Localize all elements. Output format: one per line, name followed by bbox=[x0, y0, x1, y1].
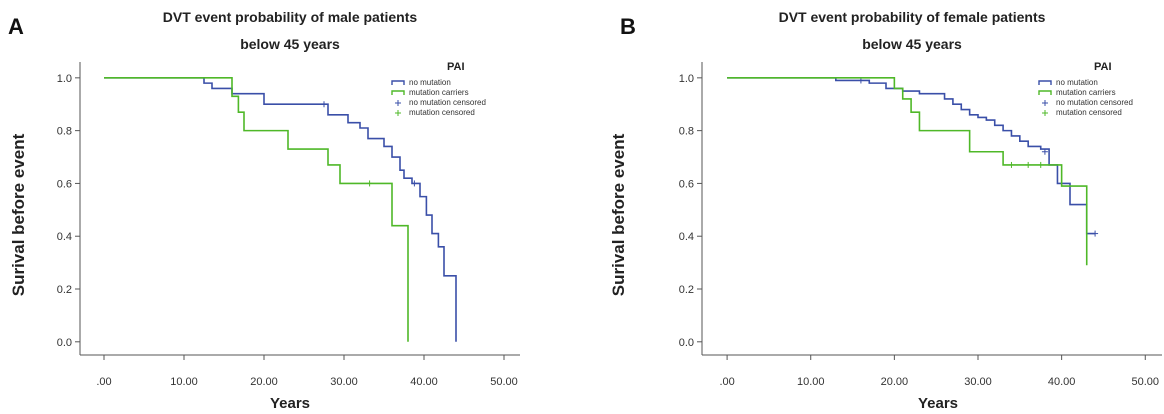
legend-label: mutation carriers bbox=[409, 88, 469, 97]
x-tick-label: 20.00 bbox=[881, 376, 909, 388]
y-tick-label: 0.8 bbox=[57, 126, 72, 138]
y-tick-label: 0.2 bbox=[57, 284, 72, 296]
x-tick-label: 50.00 bbox=[1132, 376, 1160, 388]
x-axis-label: Years bbox=[270, 395, 310, 412]
legend-label: no mutation bbox=[1056, 78, 1098, 87]
x-tick-label: .00 bbox=[96, 376, 111, 388]
y-tick-label: 0.6 bbox=[57, 178, 72, 190]
chart-subtitle: below 45 years bbox=[240, 36, 340, 52]
y-tick-label: 0.4 bbox=[679, 231, 694, 243]
chart-subtitle: below 45 years bbox=[862, 36, 962, 52]
x-tick-label: 10.00 bbox=[170, 376, 198, 388]
legend-label: no mutation censored bbox=[409, 98, 486, 107]
legend-swatch bbox=[1038, 90, 1052, 95]
legend-swatch bbox=[391, 80, 405, 85]
legend-swatch bbox=[1038, 80, 1052, 85]
series-line-no-mutation bbox=[104, 77, 457, 342]
x-tick-label: .00 bbox=[719, 376, 734, 388]
legend-label: mutation carriers bbox=[1056, 88, 1116, 97]
y-tick-label: 1.0 bbox=[679, 73, 694, 85]
y-tick-label: 0.0 bbox=[57, 337, 72, 349]
censor-mark bbox=[1037, 161, 1044, 168]
censor-mark bbox=[321, 101, 327, 108]
censor-mark bbox=[1092, 230, 1099, 237]
x-tick-label: 30.00 bbox=[964, 376, 992, 388]
x-tick-label: 10.00 bbox=[797, 376, 825, 388]
x-axis-label: Years bbox=[918, 395, 958, 412]
y-axis-label: Surival before event bbox=[9, 133, 28, 296]
y-tick-label: 0.4 bbox=[57, 231, 72, 243]
legend-label: mutation censored bbox=[409, 108, 475, 117]
y-tick-label: 0.2 bbox=[679, 284, 694, 296]
censor-mark bbox=[411, 180, 418, 187]
chart-b-svg: B DVT event probability of female patient… bbox=[609, 9, 1162, 412]
y-tick-label: 0.8 bbox=[679, 126, 694, 138]
censor-mark bbox=[366, 180, 373, 187]
series-line-mutation-carriers bbox=[104, 77, 409, 342]
legend-label: no mutation bbox=[409, 78, 451, 87]
legend-title: PAI bbox=[1094, 61, 1112, 73]
x-tick-label: 20.00 bbox=[250, 376, 278, 388]
chart-title: DVT event probability of male patients bbox=[163, 9, 418, 25]
panel-b: B DVT event probability of female patient… bbox=[582, 0, 1164, 414]
censor-mark bbox=[1041, 148, 1048, 155]
legend-title: PAI bbox=[447, 61, 465, 73]
x-tick-label: 50.00 bbox=[490, 376, 518, 388]
panel-a: A DVT event probability of male patients b… bbox=[0, 0, 580, 414]
y-tick-label: 1.0 bbox=[57, 73, 72, 85]
x-tick-label: 40.00 bbox=[1048, 376, 1076, 388]
panel-letter: B bbox=[620, 14, 636, 39]
y-axis-label: Surival before event bbox=[609, 133, 628, 296]
y-tick-label: 0.0 bbox=[679, 337, 694, 349]
legend-label: mutation censored bbox=[1056, 108, 1122, 117]
panel-letter: A bbox=[8, 14, 24, 39]
censor-mark bbox=[1008, 161, 1015, 168]
x-tick-label: 30.00 bbox=[330, 376, 358, 388]
censor-mark bbox=[1025, 161, 1032, 168]
y-tick-label: 0.6 bbox=[679, 178, 694, 190]
legend-label: no mutation censored bbox=[1056, 98, 1133, 107]
series-line-mutation-carriers bbox=[727, 77, 1088, 266]
x-tick-label: 40.00 bbox=[410, 376, 438, 388]
chart-title: DVT event probability of female patients bbox=[779, 9, 1046, 25]
chart-a-svg: A DVT event probability of male patients b… bbox=[8, 9, 520, 412]
legend-swatch bbox=[391, 90, 405, 95]
